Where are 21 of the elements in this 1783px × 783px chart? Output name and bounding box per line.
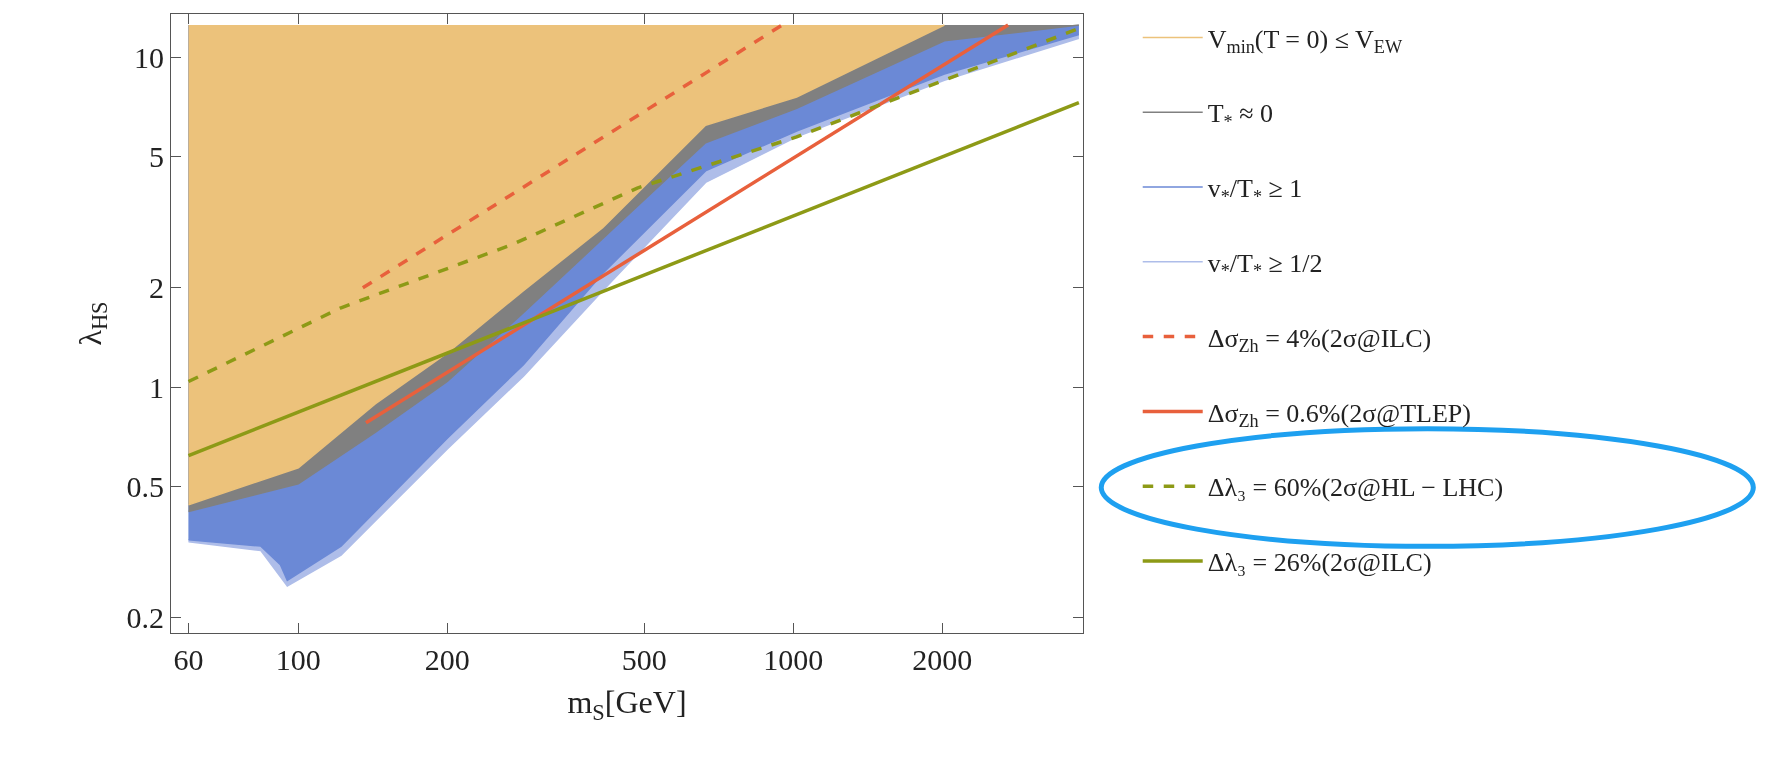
x-tick-label: 2000 — [912, 643, 973, 677]
x-axis-title: m$_{S}$[GeV] — [567, 684, 687, 725]
x-tick-label: 1000 — [763, 643, 824, 677]
y-tick-label: 2 — [148, 271, 164, 305]
y-tick-label: 10 — [133, 40, 164, 74]
y-tick-label: 1 — [148, 370, 164, 404]
x-tick-label: 200 — [424, 643, 470, 677]
legend-label: Δσ$_{Zh}$ = 4%(2σ@ILC) — [1207, 323, 1432, 357]
y-tick-label: 5 — [148, 139, 164, 173]
y-tick-label: 0.2 — [126, 601, 164, 635]
legend-label: Δλ₃ = 26%(2σ@ILC) — [1207, 548, 1432, 578]
x-tick-label: 100 — [275, 643, 321, 677]
y-tick-label: 0.5 — [126, 470, 164, 504]
legend-label: Δλ₃ = 60%(2σ@HL − LHC) — [1207, 473, 1504, 503]
x-tick-label: 60 — [173, 643, 204, 677]
legend-label: Δσ$_{Zh}$ = 0.6%(2σ@TLEP) — [1207, 398, 1471, 431]
x-tick-label: 500 — [621, 643, 667, 677]
legend-label: v$_{*}$/T$_{*}$ ≥ 1 — [1207, 174, 1303, 207]
legend-label: v$_{*}$/T$_{*}$ ≥ 1/2 — [1207, 248, 1323, 282]
legend-label: T$_{*}$ ≈ 0 — [1207, 99, 1273, 132]
legend-label: V$_{min}$(T = 0) ≤ V$_{EW}$ — [1207, 24, 1403, 57]
